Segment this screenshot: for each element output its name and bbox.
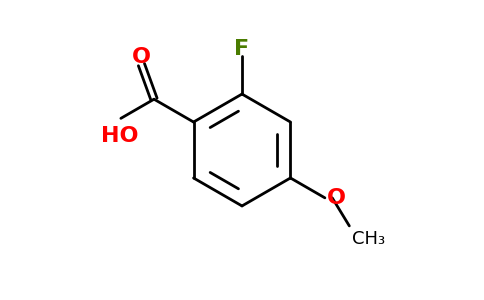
Text: O: O (132, 47, 151, 67)
Text: CH₃: CH₃ (352, 230, 385, 248)
Text: HO: HO (101, 126, 138, 146)
Text: F: F (234, 39, 250, 59)
Text: O: O (327, 188, 346, 208)
